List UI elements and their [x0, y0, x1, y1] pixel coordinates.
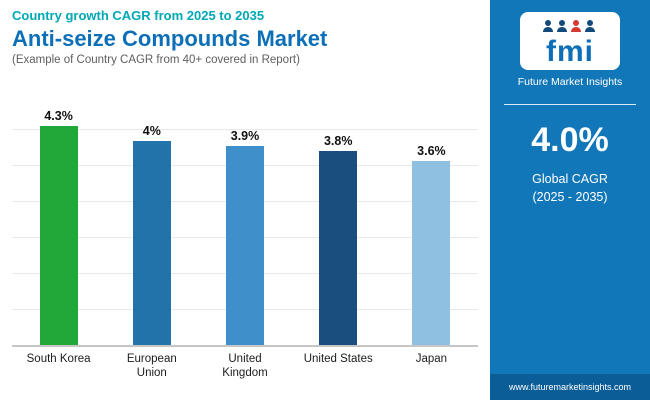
category-label: United States [303, 353, 373, 365]
bar-group-united-states: 3.8% [292, 134, 385, 345]
bar-value-label: 3.9% [230, 129, 260, 143]
bar-south-korea [39, 126, 78, 345]
divider [504, 104, 636, 105]
global-cagr-range: (2025 - 2035) [532, 190, 608, 204]
global-cagr-value: 4.0% [531, 121, 609, 159]
bar-group-japan: 3.6% [385, 144, 478, 345]
chart-side: Country growth CAGR from 2025 to 2035 An… [12, 8, 478, 381]
bar-united-states [319, 151, 358, 345]
bar-value-label: 4% [142, 124, 161, 138]
brand-name: Future Market Insights [517, 76, 623, 88]
bar-value-label: 3.8% [323, 134, 353, 148]
fmi-logo: fmi [520, 12, 620, 70]
category-label: Japan [415, 353, 448, 365]
category-label: United Kingdom [222, 353, 268, 380]
global-cagr-label: Global CAGR [532, 172, 608, 186]
bar-value-label: 3.6% [417, 144, 446, 158]
people-icons [543, 20, 595, 32]
fmi-logo-text: fmi [546, 35, 594, 68]
bar-european-union [132, 141, 171, 345]
category-label: European Union [126, 353, 177, 380]
page-title: Anti-seize Compounds Market [12, 26, 328, 51]
bar-chart: 4.3% 4% 3.9% 3.8% 3.6% [12, 95, 478, 347]
category-label: South Korea [26, 353, 91, 365]
chart-eyebrow: Country growth CAGR from 2025 to 2035 [12, 8, 265, 23]
category-axis: South Korea European Union United Kingdom U… [12, 352, 478, 381]
chart-header: Country growth CAGR from 2025 to 2035 An… [12, 8, 327, 66]
chart-subtitle: (Example of Country CAGR from 40+ covere… [12, 54, 300, 66]
bar-group-united-kingdom: 3.9% [198, 129, 291, 345]
bar-value-label: 4.3% [44, 109, 73, 123]
brand-panel: fmi Future Market Insights 4.0% Global C… [490, 0, 650, 400]
bar-japan [412, 161, 451, 345]
bar-group-european-union: 4% [105, 124, 198, 345]
bar-group-south-korea: 4.3% [12, 109, 105, 345]
bar-series: 4.3% 4% 3.9% 3.8% 3.6% [12, 95, 478, 345]
website-link[interactable]: www.futuremarketinsights.com [490, 374, 650, 400]
bar-united-kingdom [226, 146, 264, 345]
